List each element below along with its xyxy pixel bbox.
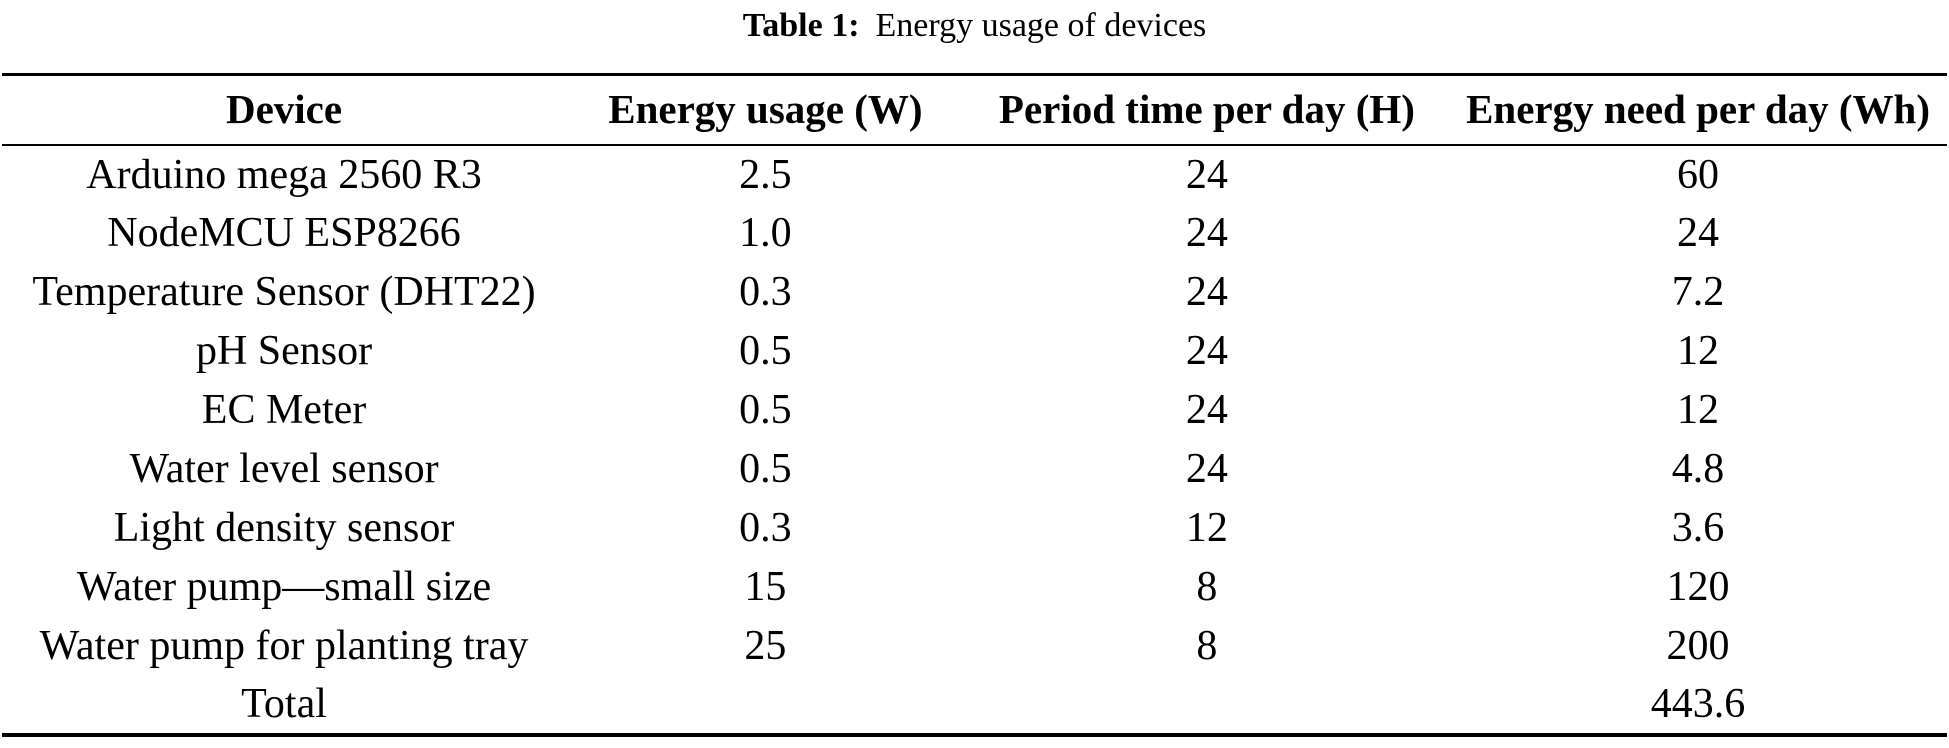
table-cell: 0.5: [739, 328, 792, 374]
table-cell: 0.3: [739, 505, 792, 551]
table-cell: 0.3: [739, 269, 792, 315]
table-cell: 4.8: [1671, 446, 1725, 492]
table-cell: 0.5: [739, 387, 792, 433]
table-cell: Water level sensor: [129, 446, 439, 492]
table-cell: 12: [1677, 328, 1720, 374]
table-cell: 8: [1196, 564, 1218, 610]
table-cell: 2.5: [739, 151, 792, 198]
table-cell: 12: [1677, 387, 1720, 433]
table-cell: Light density sensor: [113, 505, 455, 551]
table-cell: 24: [1185, 446, 1228, 492]
table-header: Device Energy usage (W) Period time per …: [2, 75, 1947, 145]
table-cell: 443.6: [1650, 681, 1746, 727]
table-row: Water pump—small size 15 8 120: [2, 558, 1947, 617]
table-cell: [965, 676, 1449, 735]
table-cell: Water pump—small size: [76, 564, 492, 610]
table-caption-label: Table 1:: [742, 7, 860, 44]
table-row: Arduino mega 2560 R3 2.5 24 60: [2, 145, 1947, 204]
table-cell: 200: [1666, 623, 1730, 669]
table-body: Arduino mega 2560 R3 2.5 24 60 NodeMCU ESP82…: [2, 145, 1947, 735]
table-cell: [566, 676, 965, 735]
table-cell: Water pump for planting tray: [39, 623, 529, 669]
table-cell: 24: [1185, 210, 1228, 256]
table-cell: 24: [1677, 210, 1720, 256]
table-cell: 0.5: [739, 446, 792, 492]
table-cell: 24: [1185, 269, 1228, 315]
table-cell: 24: [1185, 328, 1228, 374]
column-header-device: Device: [225, 86, 343, 133]
table-cell: 120: [1666, 564, 1730, 610]
column-header-period-time: Period time per day (H): [998, 86, 1415, 133]
table-cell: 1.0: [739, 210, 792, 256]
table-cell: 24: [1185, 151, 1228, 198]
table-cell: 3.6: [1671, 505, 1725, 551]
table-cell: 60: [1677, 151, 1720, 198]
table-cell: pH Sensor: [195, 328, 373, 374]
table-cell: 15: [744, 564, 787, 610]
table-caption-text: Energy usage of devices: [875, 7, 1207, 44]
column-header-energy-usage: Energy usage (W): [608, 86, 923, 133]
table-row: Temperature Sensor (DHT22) 0.3 24 7.2: [2, 263, 1947, 322]
table-caption: Table 1: Energy usage of devices: [0, 4, 1949, 48]
table-cell: 12: [1185, 505, 1228, 551]
energy-usage-table-container: Device Energy usage (W) Period time per …: [2, 73, 1947, 737]
table-row: EC Meter 0.5 24 12: [2, 381, 1947, 440]
table-cell: 8: [1196, 623, 1218, 669]
table-row: NodeMCU ESP8266 1.0 24 24: [2, 204, 1947, 263]
table-cell: Arduino mega 2560 R3: [86, 151, 482, 198]
table-row: Water level sensor 0.5 24 4.8: [2, 440, 1947, 499]
column-header-energy-need: Energy need per day (Wh): [1466, 86, 1930, 133]
table-cell: 24: [1185, 387, 1228, 433]
table-row: Water pump for planting tray 25 8 200: [2, 617, 1947, 676]
table-row-total: Total 443.6: [2, 676, 1947, 735]
table-cell: Total: [241, 681, 327, 727]
table-row: Light density sensor 0.3 12 3.6: [2, 499, 1947, 558]
table-row: pH Sensor 0.5 24 12: [2, 322, 1947, 381]
table-header-row: Device Energy usage (W) Period time per …: [2, 75, 1947, 145]
table-cell: 25: [744, 623, 787, 669]
energy-usage-table: Device Energy usage (W) Period time per …: [2, 73, 1947, 737]
table-cell: NodeMCU ESP8266: [107, 210, 461, 256]
table-cell: EC Meter: [201, 387, 367, 433]
table-cell: Temperature Sensor (DHT22): [32, 269, 536, 315]
table-cell: 7.2: [1671, 269, 1725, 315]
